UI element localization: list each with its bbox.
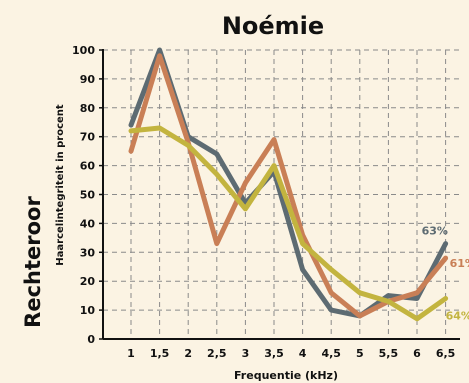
x-tick-label: 5 [356,347,364,360]
series-line-3 [128,125,449,322]
x-tick-label: 4,5 [321,347,341,360]
y-tick-label: 50 [80,189,96,202]
end-labels: 63% 61% 64% [422,225,469,323]
y-tick-label: 30 [80,246,96,259]
x-tick-label: 1 [127,347,135,360]
x-tick-label: 3 [242,347,250,360]
x-tick-label: 4 [299,347,307,360]
end-label-3: 64% [446,310,469,323]
series-line-2 [128,53,449,319]
y-tick-label: 90 [80,73,96,86]
grid-lines [103,49,460,339]
y-tick-label: 100 [72,44,95,57]
y-tick-label: 60 [80,160,96,173]
chart-title: Noémie [222,12,324,40]
y-tick-label: 70 [80,131,96,144]
y-tick-label: 80 [80,102,96,115]
x-tick-label: 6,5 [436,347,456,360]
x-tick-label: 3,5 [264,347,284,360]
y-tick-labels: 0 10 20 30 40 50 60 70 80 90 100 [72,44,103,346]
y-axis-label: Haarcelintegriteit in procent [55,104,66,266]
x-tick-label: 2,5 [207,347,227,360]
x-tick-label: 2 [184,347,192,360]
end-label-1: 63% [422,225,448,238]
y-tick-label: 0 [87,333,95,346]
x-tick-label: 1,5 [150,347,170,360]
y-tick-label: 40 [80,217,96,230]
side-label: Rechteroor [21,196,45,328]
x-tick-labels: 1 1,5 2 2,5 3 3,5 4 4,5 5 5,5 6 6,5 [127,347,455,360]
x-axis-label: Frequentie (kHz) [234,369,338,382]
x-tick-label: 6 [413,347,421,360]
end-label-2: 61% [450,257,469,270]
y-tick-label: 20 [80,275,96,288]
series-lines [128,47,449,322]
x-tick-label: 5,5 [379,347,399,360]
y-tick-label: 10 [80,304,96,317]
